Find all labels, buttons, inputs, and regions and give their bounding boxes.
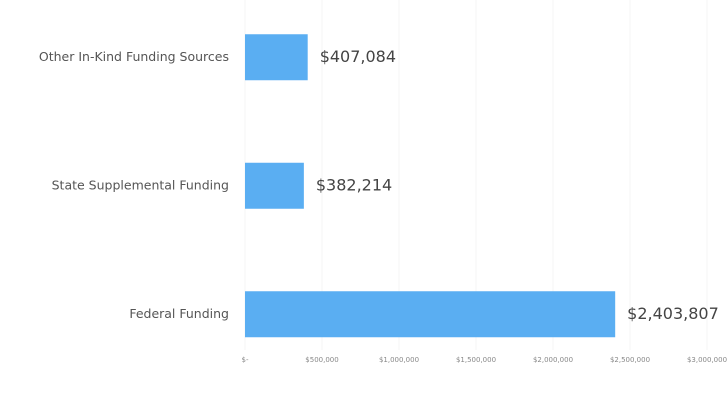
y-tick-label: Federal Funding (129, 306, 229, 321)
value-label: $382,214 (316, 175, 392, 194)
x-tick-label: $1,000,000 (379, 356, 419, 364)
x-tick-label: $- (242, 356, 249, 364)
value-label: $2,403,807 (627, 304, 719, 323)
x-tick-label: $2,000,000 (533, 356, 573, 364)
x-tick-label: $1,500,000 (456, 356, 496, 364)
bar (245, 34, 308, 81)
value-label: $407,084 (320, 47, 396, 66)
x-tick-label: $3,000,000 (687, 356, 727, 364)
bar (245, 162, 304, 209)
x-tick-label: $2,500,000 (610, 356, 650, 364)
y-tick-label: Other In-Kind Funding Sources (39, 49, 229, 64)
x-tick-label: $500,000 (305, 356, 338, 364)
bar (245, 291, 616, 338)
y-tick-label: State Supplemental Funding (52, 177, 229, 192)
